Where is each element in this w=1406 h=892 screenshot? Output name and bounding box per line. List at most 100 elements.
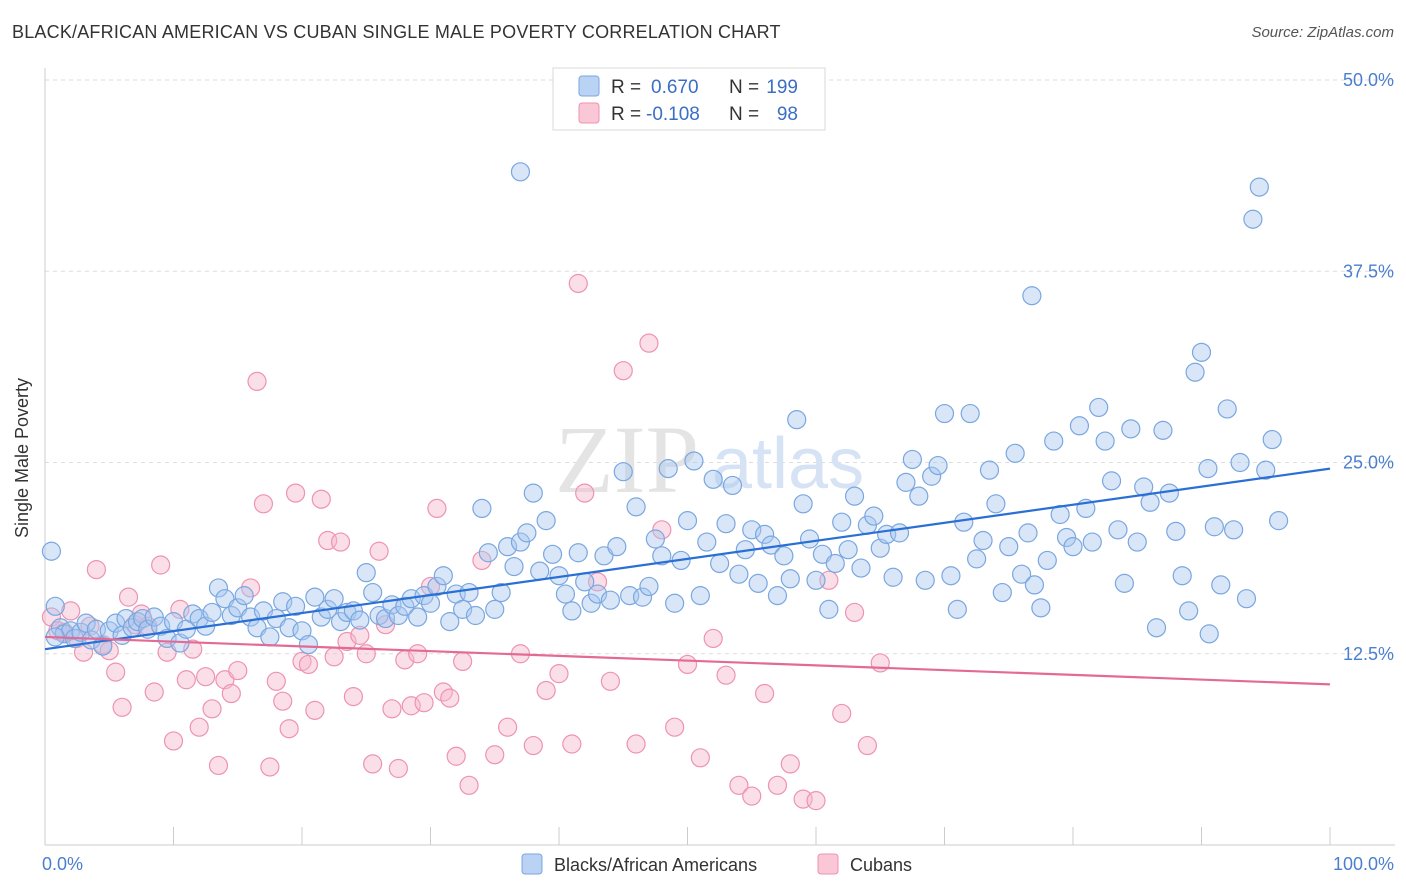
cubans-point	[208, 755, 229, 776]
blacks-point	[954, 512, 974, 532]
blacks-points	[41, 162, 1289, 656]
blacks-point	[1211, 575, 1231, 595]
cubans-point	[324, 647, 344, 667]
blacks-point	[530, 561, 550, 581]
blacks-point	[1082, 532, 1102, 552]
blacks-point	[208, 578, 229, 598]
blacks-point	[536, 511, 556, 531]
blacks-point	[941, 566, 961, 586]
legend-n-label-pink: N =	[729, 104, 759, 125]
blacks-point	[465, 605, 486, 626]
blacks-point	[260, 627, 280, 647]
blacks-point	[851, 558, 871, 578]
blacks-point	[864, 506, 884, 526]
blacks-point	[1024, 575, 1045, 595]
cubans-point	[549, 664, 569, 684]
blacks-point	[1185, 362, 1205, 382]
blacks-point	[1217, 399, 1237, 419]
cubans-point	[279, 719, 299, 739]
legend-box: R = 0.670 N = 199 R = -0.108 N = 98	[552, 67, 826, 131]
cubans-point	[600, 671, 621, 691]
bottom-legend-label-blue: Blacks/African Americans	[554, 855, 757, 875]
blacks-point	[1095, 431, 1115, 451]
y-tick-label: 12.5%	[1343, 644, 1394, 664]
blacks-point	[697, 532, 717, 552]
blacks-point	[626, 497, 646, 517]
blacks-point	[922, 466, 942, 486]
blacks-point	[202, 602, 222, 623]
blacks-point	[1037, 550, 1057, 571]
blacks-point	[427, 576, 447, 597]
cubans-point	[350, 625, 370, 645]
blacks-point	[305, 587, 325, 607]
blacks-point	[504, 556, 524, 577]
legend-swatch-pink	[578, 102, 600, 124]
blacks-point	[1069, 416, 1090, 436]
blacks-point	[1121, 419, 1141, 439]
blacks-point	[356, 563, 376, 583]
cubans-point	[176, 670, 196, 690]
blacks-point	[1005, 443, 1025, 463]
cubans-point	[767, 775, 788, 795]
bottom-legend-label-pink: Cubans	[850, 855, 912, 875]
cubans-point	[408, 644, 428, 664]
blacks-point	[1230, 452, 1250, 473]
cubans-point	[170, 599, 190, 619]
cubans-point	[221, 683, 241, 704]
blacks-point	[1031, 598, 1051, 618]
blacks-point	[1199, 624, 1219, 644]
blacks-point	[986, 494, 1006, 514]
blacks-point	[780, 569, 800, 589]
chart-title: BLACK/AFRICAN AMERICAN VS CUBAN SINGLE M…	[12, 22, 781, 42]
blacks-point	[1236, 589, 1257, 609]
blacks-point	[729, 564, 749, 584]
blacks-point	[652, 546, 672, 566]
cubans-point	[626, 734, 646, 754]
blacks-point	[793, 494, 813, 514]
blacks-point	[433, 566, 453, 586]
blacks-point	[947, 599, 967, 619]
blacks-point	[1127, 532, 1147, 552]
source-label: Source: ZipAtlas.com	[1251, 24, 1394, 41]
cubans-point	[118, 587, 139, 607]
blacks-point	[902, 449, 922, 470]
legend-swatch-blue	[578, 75, 600, 97]
blacks-point	[639, 576, 659, 597]
watermark-atlas: atlas	[712, 424, 864, 504]
cubans-point	[298, 654, 319, 675]
blacks-point	[324, 589, 344, 609]
blacks-point	[71, 622, 91, 642]
cubans-point	[485, 745, 505, 765]
cubans-point	[196, 667, 216, 687]
cubans-point	[163, 731, 184, 751]
blacks-point	[285, 596, 306, 616]
blacks-point	[896, 472, 916, 492]
blacks-point	[1166, 521, 1186, 541]
cubans-point	[427, 498, 447, 518]
cubans-point	[498, 717, 518, 737]
blacks-point	[41, 541, 62, 561]
cubans-point	[228, 660, 248, 681]
blacks-point	[1146, 618, 1167, 638]
cubans-point	[266, 671, 286, 691]
cubans-point	[369, 541, 389, 561]
blacks-point	[1191, 342, 1212, 362]
cubans-point	[472, 550, 492, 571]
blacks-point	[819, 599, 839, 619]
blacks-point	[742, 520, 762, 540]
blacks-point	[665, 593, 685, 613]
cubans-point	[870, 653, 890, 673]
legend-n-value-pink: 98	[777, 104, 798, 125]
cubans-point	[613, 361, 633, 381]
cubans-point	[414, 693, 434, 713]
blacks-point	[915, 570, 935, 590]
cubans-point	[151, 555, 171, 575]
cubans-point	[677, 654, 698, 675]
cubans-point	[703, 628, 723, 649]
blacks-point	[562, 601, 582, 621]
blacks-point	[645, 529, 665, 549]
blacks-point	[311, 607, 331, 627]
blacks-point	[716, 514, 736, 534]
cubans-point	[729, 775, 749, 795]
blacks-point	[1108, 520, 1128, 540]
